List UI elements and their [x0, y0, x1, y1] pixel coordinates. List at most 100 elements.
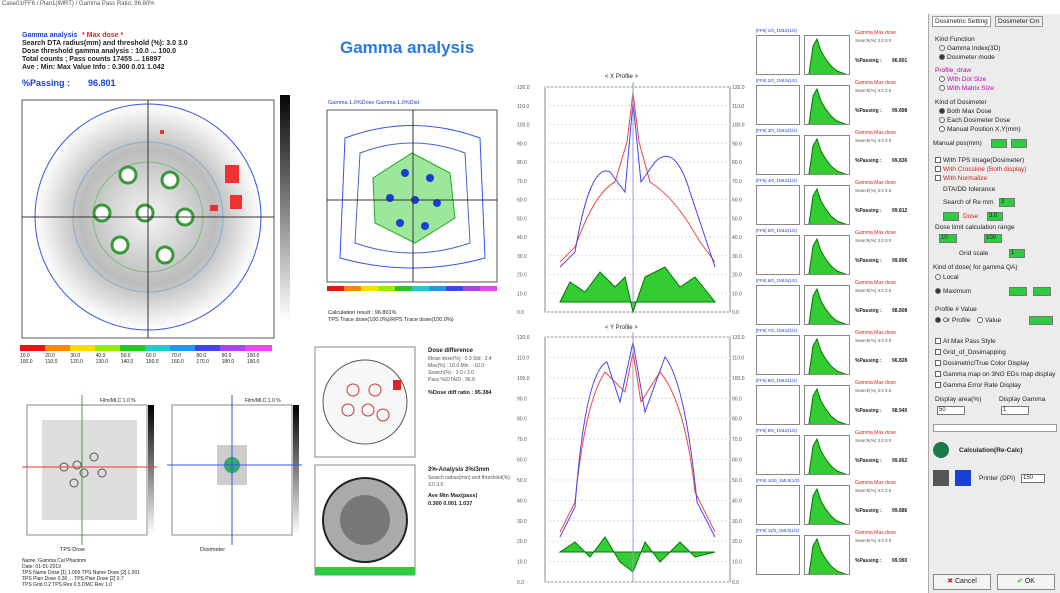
calc-button[interactable]: Calculation(Re-Calc)	[959, 447, 1023, 454]
input[interactable]: 150	[1021, 474, 1045, 483]
tick-label: 50.0	[732, 478, 742, 484]
radio-label: Value	[985, 317, 1001, 324]
input[interactable]	[1029, 316, 1053, 325]
thumb-pass-label: %Passing :	[855, 358, 882, 364]
tick-label: 40.0	[517, 498, 527, 504]
field-label: Dose	[963, 213, 978, 220]
checkbox-label: Gamma Error Rate Display	[943, 382, 1021, 389]
radio[interactable]: With Matrix Size	[939, 85, 994, 92]
input[interactable]	[1011, 139, 1027, 148]
input[interactable]	[1033, 287, 1051, 296]
thumb-info: Search(%) 3.0 3.0	[855, 288, 891, 293]
tab[interactable]: Dosimetric Setting	[932, 16, 991, 27]
input[interactable]: 10	[939, 234, 957, 243]
field-label: Display Gamma	[999, 396, 1045, 403]
radio[interactable]: Each Dosimeter Dose	[939, 117, 1010, 124]
tab[interactable]: Dosimeter Cm	[995, 16, 1043, 27]
summary-lines: Search DTA radius(mm) and threshold (%):…	[22, 40, 188, 72]
radio[interactable]: Local	[935, 274, 959, 281]
checkbox-label: Grid_of_Dosimapping	[943, 349, 1006, 356]
checkbox[interactable]: Gamma map on 3NG EDs map display	[935, 369, 1055, 380]
gamma-result-label: Ave Min Max(pass)	[428, 493, 477, 499]
checkbox-label: Gamma map on 3NG EDs map display	[943, 371, 1055, 378]
tick-label: 60.0	[732, 198, 742, 204]
input[interactable]	[943, 212, 959, 221]
radio[interactable]: With Dot Size	[939, 76, 986, 83]
thumb-pass-label: %Passing :	[855, 308, 882, 314]
checkbox-label: With Normalize	[943, 175, 987, 182]
app-window: Case01/FF6 / Plan1(IMRT) / Gamma Pass Ra…	[0, 0, 1060, 593]
checkbox-label: Dosimetric/True Color Display	[943, 360, 1029, 367]
checkbox-label: With Crossline (Both display)	[943, 166, 1026, 173]
radio-label: Gamma Index(3D)	[947, 45, 1000, 52]
thumb-histogram	[804, 235, 850, 275]
button-label: OK	[1025, 578, 1035, 585]
thumb-passing: 96.801	[892, 58, 907, 64]
colorbar-label: 170.0	[196, 359, 221, 365]
thumb-info: Search(%) 3.0 3.0	[855, 538, 891, 543]
tick-label: 20.0	[517, 539, 527, 545]
input[interactable]: 50	[937, 406, 965, 415]
tick-label: 30.0	[517, 254, 527, 260]
input[interactable]: 3	[999, 198, 1015, 207]
input[interactable]	[1009, 287, 1027, 296]
thumb-info: Search(%) 3.0 3.0	[855, 238, 891, 243]
map-title: Film/MLC 1.0 %	[245, 398, 281, 404]
print-icon[interactable]	[933, 470, 949, 486]
ok-button[interactable]: ✔ OK	[997, 574, 1055, 590]
input[interactable]: 1	[1009, 249, 1025, 258]
thumb-image	[756, 135, 800, 175]
tick-label: 90.0	[517, 396, 527, 402]
tick-label: 10.0	[732, 560, 742, 566]
thumb-red: Gamma Max dose	[855, 330, 896, 336]
thumb-header: [FF6] 1/0_1ML5(1/2)	[756, 28, 797, 33]
group-label: DTA/DD tolerance	[943, 186, 995, 193]
input[interactable]: 100	[984, 234, 1002, 243]
colorbar-label: 160.0	[171, 359, 196, 365]
radio[interactable]: Dosimeter mode	[939, 54, 995, 61]
checkbox[interactable]: With TPS Image(Dosimeter)	[935, 157, 1024, 164]
gamma-panel-line: Search radius(mm) and threshold(%)	[428, 475, 510, 482]
tick-label: 50.0	[517, 216, 527, 222]
tick-label: 0.0	[517, 310, 524, 316]
tick-label: 100.0	[517, 376, 530, 382]
calc-icon[interactable]	[933, 442, 949, 458]
tick-label: 110.0	[732, 104, 744, 110]
mid-map-header: Gamma 1.0%Dose Gamma 1.0%Dist	[328, 100, 419, 106]
thumb-histogram	[804, 85, 850, 125]
thumb-passing: 99.806	[892, 258, 907, 264]
cancel-button[interactable]: ✖ Cancel	[933, 574, 991, 590]
checkbox[interactable]: At Max Pass Style	[935, 336, 1055, 347]
thumb-header: [FF6] 9/0_1ML5(1/2)	[756, 428, 797, 433]
save-icon[interactable]	[955, 470, 971, 486]
checkbox[interactable]: Dosimetric/True Color Display	[935, 358, 1055, 369]
input[interactable]	[991, 139, 1007, 148]
checkbox[interactable]: Gamma Error Rate Display	[935, 380, 1055, 391]
checkbox[interactable]: With Crossline (Both display)	[935, 166, 1026, 173]
tick-label: 120.0	[517, 335, 530, 341]
thumb-histogram	[804, 185, 850, 225]
thumbnail-row: [FF6] 8/0_1ML5(1/2)Gamma Max doseSearch(…	[752, 378, 927, 426]
small-maps	[22, 395, 312, 555]
tick-label: 120.0	[732, 335, 745, 341]
thumb-info: Search(%) 3.0 3.0	[855, 488, 891, 493]
progress-bar	[933, 424, 1057, 432]
input[interactable]: 1	[1001, 406, 1029, 415]
radio[interactable]: Gamma Index(3D)	[939, 45, 1000, 52]
checkbox[interactable]: With Normalize	[935, 175, 987, 182]
thumb-passing: 98.940	[892, 408, 907, 414]
radio[interactable]: Or Profile	[935, 317, 970, 324]
checkbox[interactable]: Grid_of_Dosimapping	[935, 347, 1055, 358]
radio[interactable]: Value	[977, 317, 1001, 324]
input[interactable]: 3.0	[987, 212, 1003, 221]
thumb-passing: 99.898	[892, 108, 907, 114]
radio[interactable]: Maximum	[935, 288, 971, 295]
radio[interactable]: Both Max Dose	[939, 108, 991, 115]
tick-label: 10.0	[732, 291, 742, 297]
tick-label: 0.0	[732, 310, 739, 316]
radio[interactable]: Manual Position X,Y(mm)	[939, 126, 1021, 133]
thumb-image	[756, 535, 800, 575]
thumb-image	[756, 85, 800, 125]
